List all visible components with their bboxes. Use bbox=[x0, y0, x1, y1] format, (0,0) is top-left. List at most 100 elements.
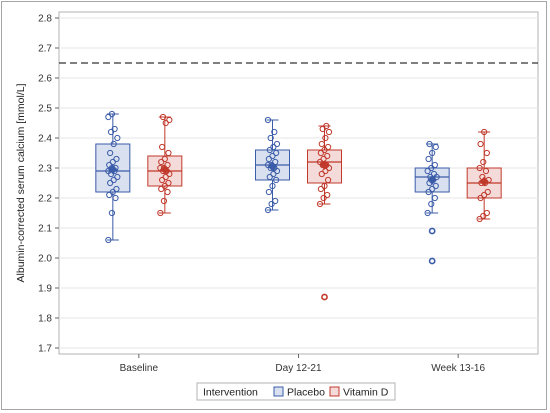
data-point bbox=[325, 128, 333, 136]
y-axis: 1.7 1.8 1.9 2.0 2.1 2.2 2.3 2.4 2.5 2.6 2.7 2.8 bbox=[38, 14, 59, 355]
y-tick-label: 2.1 bbox=[38, 224, 52, 235]
data-point bbox=[425, 188, 432, 196]
y-tick-label: 2.6 bbox=[38, 74, 52, 85]
y-axis-title: Albumin-corrected serum calcium [mmol/L] bbox=[15, 83, 27, 282]
outlier-point bbox=[428, 227, 436, 235]
data-point bbox=[317, 149, 324, 157]
mean-marker bbox=[319, 160, 330, 170]
data-point bbox=[430, 170, 438, 178]
data-point bbox=[161, 155, 168, 163]
data-point bbox=[159, 113, 167, 121]
data-point bbox=[483, 209, 490, 217]
box-vitamin-d bbox=[147, 113, 183, 217]
data-point bbox=[272, 197, 279, 205]
mean-marker bbox=[427, 175, 437, 185]
data-point bbox=[321, 182, 328, 190]
data-point bbox=[265, 155, 272, 163]
box-placebo bbox=[255, 116, 290, 214]
y-tick-label: 2.4 bbox=[38, 134, 52, 145]
data-point bbox=[113, 155, 120, 163]
grid-lines bbox=[59, 17, 538, 349]
data-point bbox=[322, 134, 329, 142]
data-point bbox=[108, 110, 116, 118]
legend: Intervention Placebo Vitamin D bbox=[196, 382, 396, 401]
x-tick-label: Week 13-16 bbox=[431, 363, 485, 374]
data-point bbox=[476, 164, 483, 172]
y-tick-label: 2.2 bbox=[38, 194, 52, 205]
data-point bbox=[105, 236, 112, 244]
outlier-point bbox=[321, 293, 328, 301]
data-point bbox=[483, 149, 490, 157]
y-tick-label: 2.7 bbox=[38, 44, 52, 55]
data-point bbox=[106, 161, 113, 169]
legend-label-vitamin-d: Vitamin D bbox=[343, 387, 389, 399]
data-point bbox=[271, 128, 278, 136]
data-point bbox=[268, 200, 275, 208]
data-point bbox=[316, 200, 324, 208]
data-point bbox=[267, 134, 274, 142]
data-point bbox=[482, 167, 490, 175]
data-point bbox=[165, 179, 172, 187]
data-point bbox=[106, 191, 113, 199]
data-point bbox=[264, 206, 272, 214]
data-point bbox=[320, 194, 327, 202]
data-point bbox=[111, 125, 118, 133]
plot-area bbox=[58, 11, 539, 355]
data-point bbox=[273, 140, 281, 148]
y-tick-label: 2.8 bbox=[38, 14, 52, 25]
x-tick-label: Baseline bbox=[120, 363, 159, 374]
data-point bbox=[429, 149, 436, 157]
data-point bbox=[105, 113, 112, 121]
mean-marker bbox=[160, 164, 170, 175]
data-point bbox=[325, 143, 332, 151]
data-point bbox=[431, 194, 438, 202]
data-point bbox=[319, 125, 326, 133]
data-point bbox=[114, 173, 121, 181]
data-point bbox=[431, 161, 438, 169]
x-axis: Baseline Day 12-21 Week 13-16 bbox=[120, 354, 485, 374]
y-tick-label: 1.9 bbox=[38, 284, 52, 295]
data-point bbox=[428, 200, 435, 208]
y-tick-label: 2.5 bbox=[38, 104, 52, 115]
data-point bbox=[270, 170, 277, 178]
y-tick-label: 2.0 bbox=[38, 254, 52, 265]
data-point bbox=[114, 134, 121, 142]
data-point bbox=[477, 140, 484, 148]
data-point bbox=[273, 176, 280, 184]
data-point bbox=[324, 152, 331, 160]
data-point bbox=[481, 191, 488, 199]
data-point bbox=[161, 182, 168, 190]
data-point bbox=[426, 140, 433, 148]
data-point bbox=[269, 182, 276, 190]
data-point bbox=[323, 122, 330, 130]
mean-marker bbox=[267, 161, 278, 172]
y-tick-label: 1.8 bbox=[38, 314, 52, 325]
data-point bbox=[113, 185, 120, 193]
mean-marker bbox=[108, 164, 118, 175]
data-point bbox=[428, 164, 435, 172]
data-point bbox=[160, 197, 168, 205]
legend-swatch-placebo bbox=[273, 386, 284, 397]
data-point bbox=[110, 140, 117, 148]
data-point bbox=[317, 185, 324, 193]
data-point bbox=[157, 209, 164, 217]
legend-box bbox=[196, 382, 396, 401]
box-placebo bbox=[95, 110, 131, 244]
data-point bbox=[424, 167, 431, 175]
box-groups bbox=[95, 110, 502, 301]
data-point bbox=[270, 143, 277, 151]
data-point bbox=[432, 182, 439, 190]
data-point bbox=[158, 185, 165, 193]
data-point bbox=[108, 209, 116, 217]
data-point bbox=[481, 128, 488, 136]
data-point bbox=[316, 158, 324, 166]
data-point bbox=[273, 149, 280, 157]
data-point bbox=[164, 188, 171, 196]
data-point bbox=[166, 116, 173, 124]
data-point bbox=[269, 152, 276, 160]
y-tick-label: 2.3 bbox=[38, 164, 52, 175]
data-point bbox=[165, 149, 172, 157]
legend-label-placebo: Placebo bbox=[287, 387, 325, 399]
data-point bbox=[325, 176, 332, 184]
data-point bbox=[425, 155, 432, 163]
